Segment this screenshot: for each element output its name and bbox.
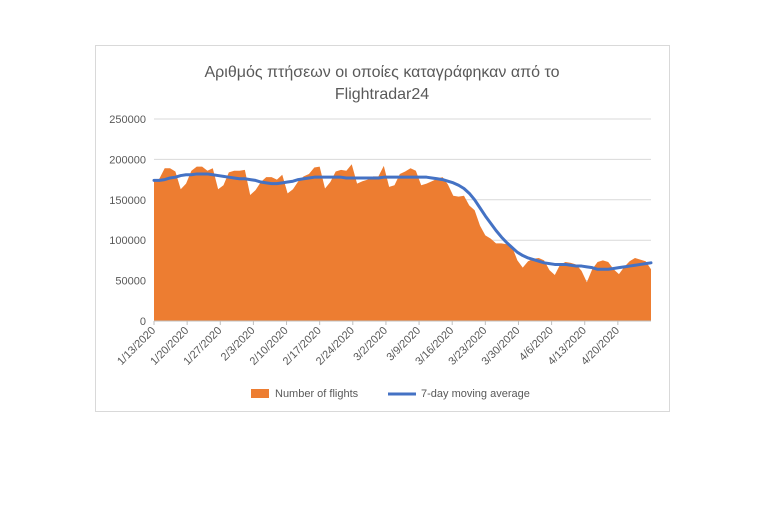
- flights-area-layer: [154, 164, 651, 321]
- x-axis: [153, 320, 651, 325]
- legend-label-number-of-flights: Number of flights: [275, 388, 359, 400]
- moving-average-layer: [152, 172, 653, 271]
- chart-title-line-1: Αριθμός πτήσεων οι οποίες καταγράφηκαν α…: [205, 64, 560, 81]
- chart-frame: Αριθμός πτήσεων οι οποίες καταγράφηκαν α…: [95, 45, 670, 412]
- y-tick-label: 0: [140, 316, 146, 328]
- legend-swatch-number-of-flights: [251, 389, 269, 398]
- y-axis-tick-labels: 0 50000 100000 150000 200000 250000: [109, 114, 146, 328]
- y-tick-label: 100000: [109, 235, 146, 247]
- series-line-7-day-moving-average: [152, 172, 653, 271]
- flights-chart: Αριθμός πτήσεων οι οποίες καταγράφηκαν α…: [109, 64, 653, 400]
- y-tick-label: 200000: [109, 154, 146, 166]
- series-area-number-of-flights: [154, 164, 651, 321]
- legend: Number of flights 7-day moving average: [251, 388, 530, 400]
- x-tick-label: 3/2/2020: [351, 325, 390, 364]
- legend-label-moving-average: 7-day moving average: [421, 388, 530, 400]
- x-axis-tick-labels: 1/13/20201/20/20201/27/20202/3/20202/10/…: [115, 325, 622, 368]
- y-tick-label: 250000: [109, 114, 146, 126]
- y-tick-label: 150000: [109, 195, 146, 207]
- y-tick-label: 50000: [115, 276, 146, 288]
- chart-title-line-2: Flightradar24: [335, 86, 429, 103]
